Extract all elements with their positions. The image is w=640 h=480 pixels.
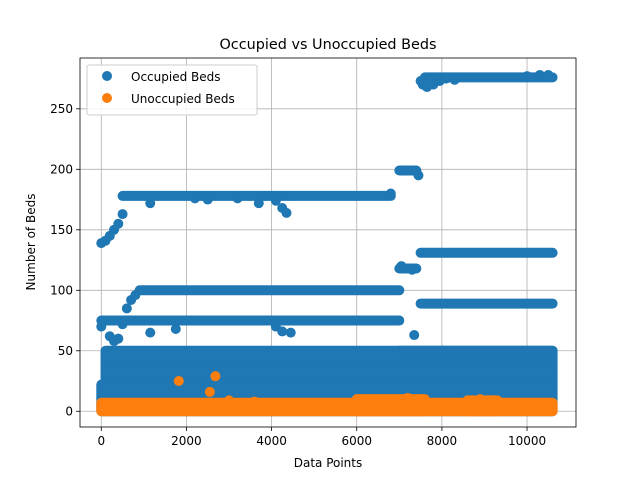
- data-band: [351, 394, 430, 417]
- data-run: [134, 285, 405, 296]
- data-point: [249, 396, 260, 407]
- data-point: [281, 207, 292, 218]
- data-point: [224, 395, 235, 406]
- data-point: [413, 170, 424, 181]
- x-tick-label: 6000: [341, 434, 372, 448]
- legend-label-unoccupied: Unoccupied Beds: [131, 92, 235, 106]
- data-point: [113, 218, 124, 229]
- data-point: [130, 290, 141, 301]
- data-point: [121, 303, 132, 314]
- data-point: [96, 321, 107, 332]
- y-axis-ticks: 0 50 100 150 200 250: [50, 102, 80, 418]
- data-band: [462, 395, 503, 417]
- y-tick-label: 50: [58, 344, 73, 358]
- legend-marker-occupied: [102, 71, 112, 81]
- data-point: [113, 333, 124, 344]
- data-run: [117, 190, 396, 201]
- data-point: [285, 327, 296, 338]
- x-tick-label: 10000: [508, 434, 546, 448]
- data-point: [253, 198, 264, 209]
- data-run: [394, 345, 558, 356]
- data-band: [96, 397, 558, 417]
- data-point: [475, 394, 486, 405]
- data-point: [189, 193, 200, 204]
- x-tick-label: 8000: [427, 434, 458, 448]
- data-point: [385, 188, 396, 199]
- data-point: [277, 326, 288, 337]
- data-point: [202, 194, 213, 205]
- y-tick-label: 150: [50, 223, 73, 237]
- data-point: [449, 74, 460, 85]
- data-point: [260, 190, 271, 201]
- plot-area: [96, 69, 558, 417]
- chart-title: Occupied vs Unoccupied Beds: [219, 37, 436, 53]
- data-point: [173, 376, 184, 387]
- x-axis-ticks: 0 2000 4000 6000 8000 10000: [97, 427, 546, 448]
- data-point: [402, 392, 413, 403]
- x-axis-label: Data Points: [294, 456, 363, 470]
- y-tick-label: 200: [50, 162, 73, 176]
- data-point: [170, 324, 181, 335]
- legend-box: [86, 64, 258, 116]
- data-point: [204, 386, 215, 397]
- x-tick-label: 4000: [256, 434, 287, 448]
- data-point: [522, 71, 533, 82]
- legend: Occupied Beds Unoccupied Beds: [86, 64, 258, 116]
- y-axis-label: Number of Beds: [24, 194, 38, 291]
- data-point: [117, 319, 128, 330]
- y-tick-label: 0: [65, 404, 73, 418]
- y-tick-label: 250: [50, 102, 73, 116]
- data-run: [415, 298, 558, 309]
- data-run: [415, 247, 558, 258]
- x-tick-label: 0: [97, 434, 105, 448]
- data-point: [441, 73, 452, 84]
- data-point: [145, 327, 156, 338]
- data-point: [543, 69, 554, 80]
- data-point: [407, 264, 418, 275]
- y-tick-label: 100: [50, 283, 73, 297]
- series-1: [96, 371, 558, 417]
- data-point: [270, 195, 281, 206]
- data-point: [145, 198, 156, 209]
- axes-frame: [79, 57, 577, 428]
- data-run: [96, 315, 405, 326]
- data-point: [210, 371, 221, 382]
- data-point: [534, 69, 545, 80]
- legend-marker-unoccupied: [102, 93, 112, 103]
- data-point: [285, 190, 296, 201]
- data-point: [396, 261, 407, 272]
- legend-label-occupied: Occupied Beds: [131, 70, 221, 84]
- data-point: [232, 193, 243, 204]
- data-point: [117, 209, 128, 220]
- data-point: [409, 330, 420, 341]
- x-tick-label: 2000: [171, 434, 202, 448]
